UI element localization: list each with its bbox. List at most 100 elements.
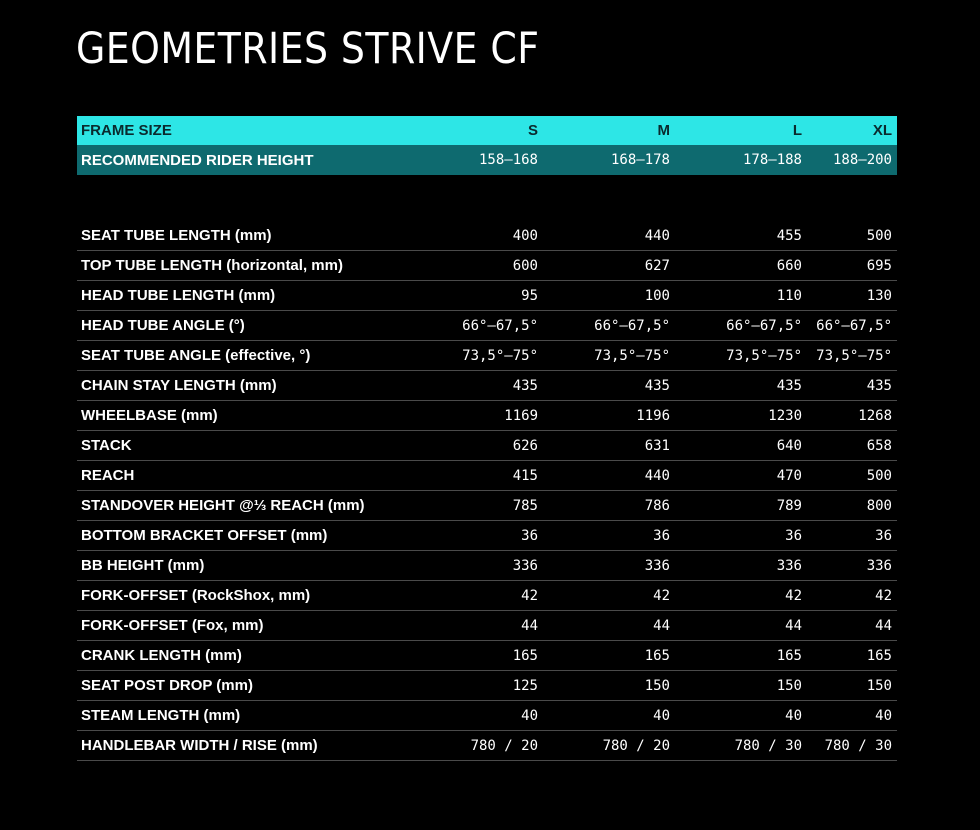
row-value: 1268	[858, 407, 892, 424]
row-value: 400	[512, 227, 538, 244]
row-value: 36	[653, 527, 670, 544]
table-row: CRANK LENGTH (mm) 165 165 165 165	[77, 641, 897, 671]
row-value: 500	[866, 467, 892, 484]
row-value: 42	[521, 587, 538, 604]
row-value: 73,5°–75°	[594, 347, 670, 364]
row-label: SEAT POST DROP (mm)	[81, 677, 253, 694]
table-row: TOP TUBE LENGTH (horizontal, mm) 600 627 66…	[77, 251, 897, 281]
row-value: 42	[875, 587, 892, 604]
table-row: SEAT POST DROP (mm) 125 150 150 150	[77, 671, 897, 701]
rider-height-value: 158–168	[478, 152, 538, 168]
table-row: CHAIN STAY LENGTH (mm) 435 435 435 435	[77, 371, 897, 401]
row-value: 640	[776, 437, 802, 454]
row-value: 336	[512, 557, 538, 574]
row-value: 110	[776, 287, 802, 304]
row-value: 66°–67,5°	[462, 317, 538, 334]
row-value: 786	[644, 497, 670, 514]
table-row: WHEELBASE (mm) 1169 1196 1230 1268	[77, 401, 897, 431]
row-value: 36	[521, 527, 538, 544]
row-label: FORK-OFFSET (Fox, mm)	[81, 617, 264, 634]
frame-size-label: FRAME SIZE	[81, 122, 172, 139]
row-value: 435	[776, 377, 802, 394]
table-row: FORK-OFFSET (RockShox, mm) 42 42 42 42	[77, 581, 897, 611]
rider-height-value: 188–200	[832, 152, 892, 168]
row-label: WHEELBASE (mm)	[81, 407, 218, 424]
row-value: 73,5°–75°	[462, 347, 538, 364]
row-value: 36	[875, 527, 892, 544]
row-value: 455	[776, 227, 802, 244]
table-row: BB HEIGHT (mm) 336 336 336 336	[77, 551, 897, 581]
table-row: SEAT TUBE LENGTH (mm) 400 440 455 500	[77, 221, 897, 251]
row-value: 336	[866, 557, 892, 574]
row-value: 40	[521, 707, 538, 724]
row-value: 435	[644, 377, 670, 394]
row-value: 631	[644, 437, 670, 454]
table-row: HEAD TUBE ANGLE (°) 66°–67,5° 66°–67,5° 66°…	[77, 311, 897, 341]
row-value: 800	[866, 497, 892, 514]
row-value: 336	[776, 557, 802, 574]
row-label: STACK	[81, 437, 132, 454]
row-label: TOP TUBE LENGTH (horizontal, mm)	[81, 257, 343, 274]
table-row: HEAD TUBE LENGTH (mm) 95 100 110 130	[77, 281, 897, 311]
row-value: 44	[521, 617, 538, 634]
row-value: 435	[512, 377, 538, 394]
row-label: HEAD TUBE LENGTH (mm)	[81, 287, 276, 304]
row-value: 165	[866, 647, 892, 664]
row-value: 780 / 20	[470, 737, 538, 754]
rider-height-value: 178–188	[742, 152, 802, 168]
frame-size-header-row: FRAME SIZE S M L XL	[77, 116, 897, 145]
row-label: CHAIN STAY LENGTH (mm)	[81, 377, 277, 394]
row-value: 73,5°–75°	[726, 347, 802, 364]
row-value: 695	[866, 257, 892, 274]
row-value: 1230	[768, 407, 802, 424]
rider-height-row: RECOMMENDED RIDER HEIGHT 158–168 168–178…	[77, 145, 897, 175]
row-label: HANDLEBAR WIDTH / RISE (mm)	[81, 737, 318, 754]
row-value: 780 / 20	[602, 737, 670, 754]
geometry-table: FRAME SIZE S M L XL RECOMMENDED RIDER HE…	[77, 116, 897, 761]
row-value: 130	[866, 287, 892, 304]
row-value: 66°–67,5°	[594, 317, 670, 334]
row-value: 440	[644, 467, 670, 484]
table-row: STANDOVER HEIGHT @⅓ REACH (mm) 785 786 789 8…	[77, 491, 897, 521]
row-value: 165	[512, 647, 538, 664]
row-label: BB HEIGHT (mm)	[81, 557, 205, 574]
table-row: SEAT TUBE ANGLE (effective, °) 73,5°–75° 7…	[77, 341, 897, 371]
table-row: STEAM LENGTH (mm) 40 40 40 40	[77, 701, 897, 731]
row-label: FORK-OFFSET (RockShox, mm)	[81, 587, 311, 604]
row-value: 470	[776, 467, 802, 484]
table-row: FORK-OFFSET (Fox, mm) 44 44 44 44	[77, 611, 897, 641]
size-column-header: S	[527, 122, 538, 139]
row-label: STANDOVER HEIGHT @⅓ REACH (mm)	[81, 497, 365, 514]
row-value: 789	[776, 497, 802, 514]
size-column-header: L	[792, 122, 802, 139]
size-column-header: XL	[872, 122, 892, 139]
rider-height-value: 168–178	[610, 152, 670, 168]
row-value: 627	[644, 257, 670, 274]
table-row: STACK 626 631 640 658	[77, 431, 897, 461]
row-value: 415	[512, 467, 538, 484]
page-title: GEOMETRIES STRIVE CF	[76, 24, 540, 74]
row-value: 626	[512, 437, 538, 454]
row-value: 40	[785, 707, 802, 724]
row-value: 125	[512, 677, 538, 694]
row-value: 66°–67,5°	[726, 317, 802, 334]
row-label: HEAD TUBE ANGLE (°)	[81, 317, 245, 334]
row-value: 165	[644, 647, 670, 664]
table-row: BOTTOM BRACKET OFFSET (mm) 36 36 36 36	[77, 521, 897, 551]
row-value: 600	[512, 257, 538, 274]
row-value: 100	[644, 287, 670, 304]
row-value: 785	[512, 497, 538, 514]
row-label: SEAT TUBE LENGTH (mm)	[81, 227, 272, 244]
row-value: 780 / 30	[734, 737, 802, 754]
row-value: 435	[866, 377, 892, 394]
row-value: 40	[653, 707, 670, 724]
row-value: 336	[644, 557, 670, 574]
row-value: 440	[644, 227, 670, 244]
row-value: 36	[785, 527, 802, 544]
row-value: 500	[866, 227, 892, 244]
row-value: 658	[866, 437, 892, 454]
row-value: 42	[653, 587, 670, 604]
row-value: 44	[875, 617, 892, 634]
table-row: HANDLEBAR WIDTH / RISE (mm) 780 / 20 780 /…	[77, 731, 897, 761]
row-value: 150	[776, 677, 802, 694]
